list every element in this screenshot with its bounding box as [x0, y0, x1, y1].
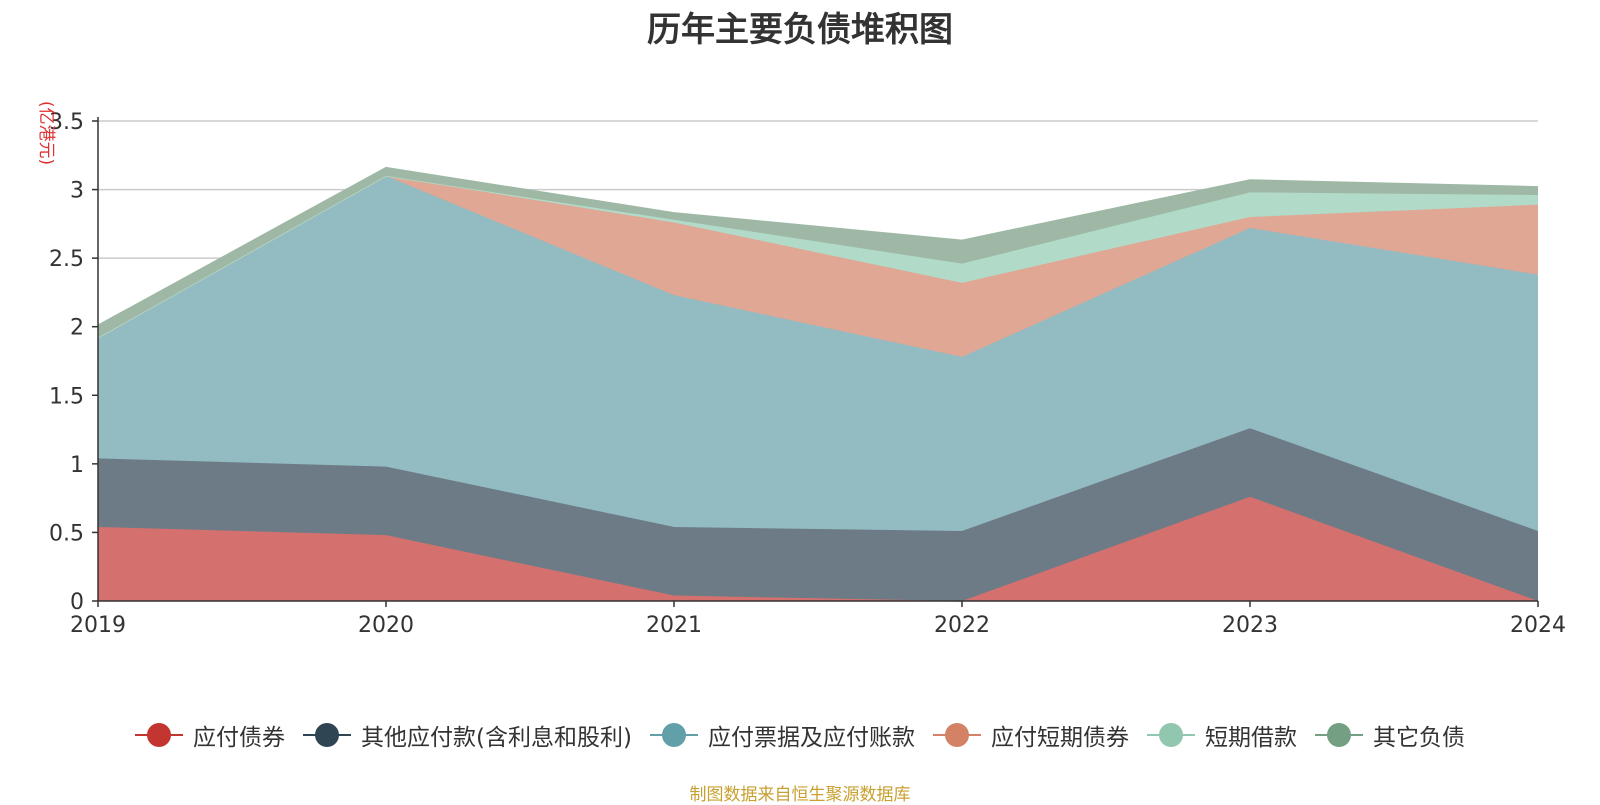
legend-label: 其他应付款(含利息和股利) [361, 725, 632, 751]
legend-item-2[interactable]: 其他应付款(含利息和股利) [303, 718, 632, 752]
x-tick-label: 2022 [934, 613, 990, 638]
legend-marker [135, 723, 184, 747]
legend-label: 短期借款 [1204, 725, 1297, 751]
legend-item-6[interactable]: 其它负债 [1314, 718, 1465, 752]
y-tick-label: 1 [70, 453, 84, 478]
legend-marker [932, 723, 981, 747]
legend-marker [303, 723, 352, 747]
legend-label: 应付债券 [193, 725, 286, 751]
legend-dot [1326, 723, 1351, 747]
y-tick-label: 0.5 [49, 521, 84, 546]
legend-item-3[interactable]: 应付票据及应付账款 [649, 718, 915, 752]
legend-item-1[interactable]: 应付债券 [135, 718, 285, 752]
legend-label: 应付票据及应付账款 [707, 725, 915, 751]
legend-marker [649, 723, 698, 747]
legend: 应付债券 其他应付款(含利息和股利) 应付票据及应付账款 应付短期债券 短期借款 其它负债 [0, 718, 1600, 752]
y-tick-label: 1.5 [49, 384, 84, 409]
x-tick-label: 2024 [1510, 613, 1566, 638]
x-tick-label: 2020 [358, 613, 414, 638]
y-tick-label: 2 [70, 316, 84, 341]
area-series-4[interactable] [98, 175, 1538, 357]
area-edge-series-6 [97, 166, 1539, 327]
y-tick-label: 0 [70, 590, 84, 615]
area-series-3[interactable] [98, 175, 1538, 532]
legend-dot [944, 723, 969, 747]
x-tick-label: 2021 [646, 613, 702, 638]
x-tick-label: 2019 [70, 613, 126, 638]
y-axis-unit-label: (亿港元) [36, 101, 56, 165]
axes: 0 0.5 1 1.5 2 2.5 3 3.5 2019 2020 2021 2022 2023 2024 [49, 110, 1566, 638]
legend-dot [147, 723, 172, 747]
source-note: 制图数据来自恒生聚源数据库 [689, 785, 911, 805]
legend-marker [1146, 723, 1195, 747]
legend-item-5[interactable]: 短期借款 [1146, 718, 1297, 752]
stacked-areas [97, 166, 1539, 602]
legend-item-4[interactable]: 应付短期债券 [932, 718, 1129, 752]
legend-dot [1158, 723, 1183, 747]
area-series-2[interactable] [98, 428, 1538, 601]
chart-title: 历年主要负债堆积图 [647, 10, 953, 50]
legend-label: 应付短期债券 [990, 725, 1129, 751]
legend-marker [1314, 723, 1363, 747]
area-series-6[interactable] [98, 167, 1538, 338]
x-tick-label: 2023 [1222, 613, 1278, 638]
legend-dot [315, 723, 340, 747]
area-series-5[interactable] [98, 175, 1538, 338]
y-tick-label: 3 [70, 179, 84, 204]
area-series-1[interactable] [98, 496, 1538, 601]
legend-dot [661, 723, 686, 747]
y-tick-label: 3.5 [49, 110, 84, 135]
legend-label: 其它负债 [1372, 725, 1465, 751]
y-tick-label: 2.5 [49, 247, 84, 272]
